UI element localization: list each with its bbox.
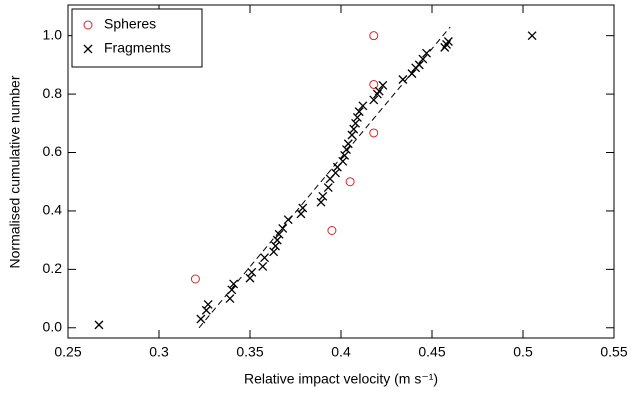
fragment-marker	[247, 267, 257, 277]
fragment-marker	[245, 273, 255, 283]
fragment-marker	[271, 241, 280, 251]
fragment-marker	[260, 253, 270, 263]
fragment-marker	[407, 69, 417, 79]
legend-box	[71, 8, 203, 68]
x-tick-label: 0.4	[331, 344, 351, 360]
fragment-marker	[374, 86, 384, 96]
fragment-marker	[398, 75, 408, 84]
fragment-marker	[351, 118, 361, 128]
fragment-marker	[225, 294, 235, 304]
fragment-marker	[296, 209, 306, 219]
fragment-marker	[358, 101, 368, 111]
fragment-marker	[323, 183, 333, 193]
x-tick-label: 0.25	[54, 344, 81, 360]
legend-marker	[83, 20, 93, 30]
sphere-marker	[345, 177, 355, 187]
fragment-marker	[298, 203, 308, 213]
fragment-marker	[369, 95, 379, 105]
fragment-marker	[318, 191, 328, 201]
sphere-marker	[369, 31, 379, 41]
fragment-marker	[201, 305, 211, 315]
fragment-marker	[342, 145, 351, 155]
y-tick-label: 0.8	[43, 85, 63, 101]
fragment-marker	[347, 130, 357, 140]
fragment-marker	[352, 113, 362, 122]
fragment-marker	[196, 314, 206, 324]
x-tick-label: 0.3	[149, 344, 169, 360]
fragment-marker	[229, 279, 239, 289]
fragment-marker	[349, 124, 359, 134]
fragment-marker	[378, 80, 388, 90]
fragment-marker	[283, 215, 293, 225]
sphere-marker	[190, 274, 200, 284]
fragment-marker	[418, 54, 428, 64]
x-axis-label: Relative impact velocity (m s⁻¹)	[244, 371, 438, 387]
fragment-marker	[272, 235, 282, 245]
fragment-marker	[227, 285, 237, 295]
fragment-marker	[414, 60, 424, 70]
fragment-marker	[331, 168, 340, 178]
fragment-marker	[354, 107, 364, 117]
fragment-marker	[340, 150, 350, 160]
fragment-marker	[278, 224, 288, 233]
y-tick-label: 0.6	[43, 143, 63, 159]
fragment-marker	[203, 299, 213, 309]
y-tick-label: 1.0	[43, 26, 63, 42]
x-tick-label: 0.5	[513, 344, 533, 360]
y-tick-label: 0.2	[43, 260, 63, 276]
fragment-marker	[443, 37, 453, 46]
x-tick-label: 0.35	[236, 344, 263, 360]
legend-label: Fragments	[104, 40, 171, 56]
sphere-marker	[327, 226, 337, 236]
fit-line	[198, 26, 451, 329]
y-tick-label: 0.4	[43, 202, 63, 218]
legend-marker	[83, 44, 93, 54]
fragment-marker	[338, 156, 348, 166]
legend-label: Spheres	[104, 16, 156, 32]
fragment-marker	[94, 320, 104, 330]
x-tick-label: 0.45	[418, 344, 445, 360]
fragment-marker	[422, 48, 431, 58]
fragment-marker	[343, 139, 353, 149]
sphere-marker	[369, 79, 379, 89]
y-tick-label: 0.0	[43, 318, 63, 334]
fragment-marker	[274, 229, 284, 239]
fragment-marker	[316, 197, 326, 207]
x-tick-label: 0.55	[600, 344, 627, 360]
fragment-marker	[269, 247, 279, 257]
sphere-marker	[369, 128, 379, 138]
fragment-marker	[527, 31, 537, 41]
y-axis-label: Normalised cumulative number	[7, 75, 23, 268]
fragment-marker	[258, 261, 268, 271]
